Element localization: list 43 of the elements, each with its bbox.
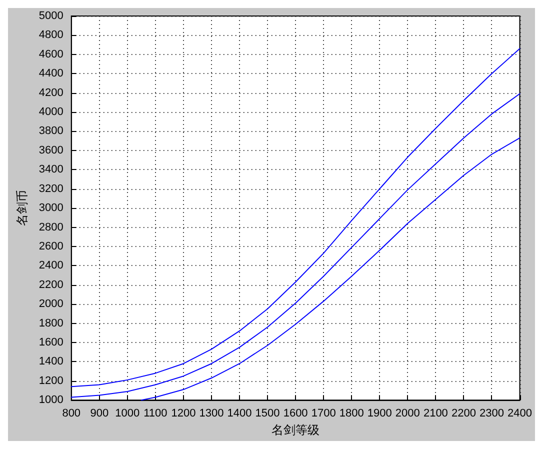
y-tick-label: 3400 [38, 164, 64, 176]
x-tick-label: 2000 [395, 408, 420, 420]
y-tick-label: 5000 [38, 10, 64, 22]
y-tick-label: 3800 [38, 125, 64, 138]
x-tick-label: 1800 [339, 408, 364, 420]
x-tick-label: 900 [90, 408, 109, 420]
y-tick-label: 2000 [38, 298, 64, 310]
x-tick-label: 1400 [227, 408, 252, 420]
y-tick-label: 2200 [38, 278, 64, 291]
y-tick-label: 4800 [38, 29, 64, 42]
x-tick-label: 2400 [508, 408, 532, 420]
y-tick-label: 4600 [38, 48, 64, 60]
x-tick-label: 1100 [144, 408, 168, 420]
x-tick-label: 1600 [283, 408, 308, 420]
y-tick-label: 2600 [38, 240, 64, 252]
line-series [140, 137, 520, 401]
y-tick-label: 2800 [38, 221, 64, 234]
line-series [70, 93, 520, 398]
x-tick-label: 1900 [367, 408, 392, 420]
y-tick-label: 4200 [38, 86, 64, 99]
line-series [70, 48, 520, 388]
y-tick-label: 1400 [38, 356, 64, 368]
x-tick-label: 800 [62, 408, 81, 420]
y-tick-label: 1200 [38, 374, 64, 387]
y-tick-label: 3000 [38, 202, 64, 214]
x-tick-label: 2300 [480, 408, 504, 420]
x-tick-label: 2100 [423, 408, 448, 420]
x-tick-label: 2200 [451, 408, 476, 420]
y-tick-label: 4400 [38, 68, 64, 80]
y-tick-label: 1000 [38, 394, 64, 406]
x-tick-label: 1200 [171, 408, 196, 420]
y-tick-label: 3600 [38, 144, 64, 156]
x-tick-label: 1000 [115, 408, 140, 420]
y-tick-label: 2400 [38, 260, 64, 272]
y-tick-label: 1800 [38, 317, 64, 330]
x-tick-label: 1300 [199, 408, 224, 420]
x-tick-label: 1500 [255, 408, 280, 420]
x-tick-label: 1700 [311, 408, 336, 420]
y-tick-label: 3200 [38, 182, 64, 195]
x-axis-title: 名剑等级 [272, 423, 320, 437]
y-tick-label: 1600 [38, 336, 64, 348]
y-tick-label: 4000 [38, 106, 64, 118]
y-axis-title: 名剑币 [15, 190, 29, 226]
